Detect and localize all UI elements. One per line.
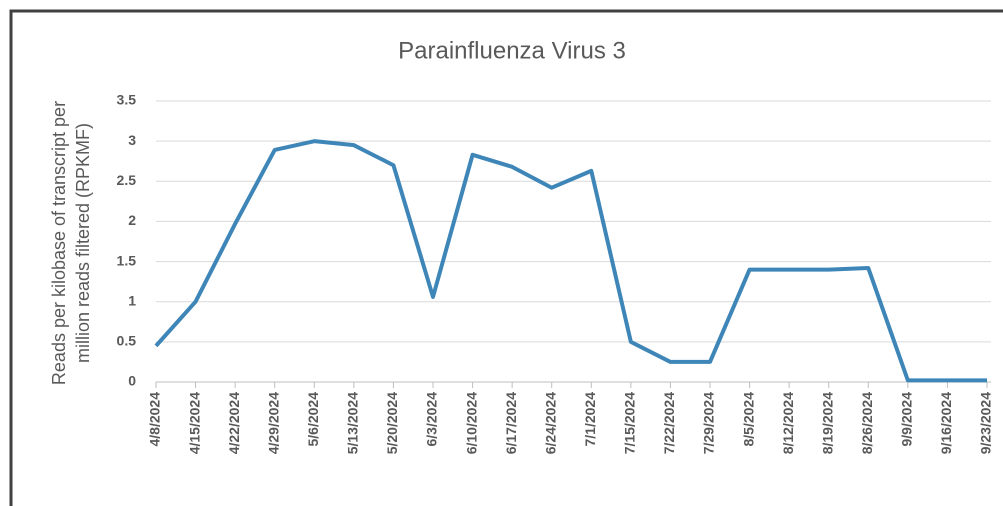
y-tick-label: 2.5 bbox=[117, 172, 137, 188]
line-series bbox=[154, 139, 987, 383]
x-tick-label: 5/6/2024 bbox=[305, 392, 321, 447]
x-tick-label: 6/10/2024 bbox=[463, 392, 479, 454]
y-tick-label: 0 bbox=[128, 373, 136, 389]
x-tick-label: 9/9/2024 bbox=[899, 392, 915, 447]
x-tick-label: 4/15/2024 bbox=[186, 392, 202, 454]
x-tick-label: 7/1/2024 bbox=[582, 392, 598, 447]
x-tick-label: 4/22/2024 bbox=[226, 392, 242, 454]
y-tick-label: 3.5 bbox=[117, 92, 137, 108]
y-axis-label: million reads filtered (RPKMF) bbox=[73, 123, 93, 363]
chart-title: Parainfluenza Virus 3 bbox=[398, 37, 626, 64]
y-tick-label: 2 bbox=[128, 212, 136, 228]
x-tick-label: 7/29/2024 bbox=[701, 392, 717, 454]
x-tick-label: 6/24/2024 bbox=[542, 392, 558, 454]
x-tick-label: 6/17/2024 bbox=[503, 392, 519, 454]
y-axis-label: Reads per kilobase of transcript per bbox=[49, 101, 69, 385]
x-tick-label: 4/29/2024 bbox=[265, 392, 281, 454]
chart-border bbox=[9, 9, 1003, 506]
x-tick-label: 8/5/2024 bbox=[740, 392, 756, 447]
x-tick-label: 7/15/2024 bbox=[622, 392, 638, 454]
y-tick-label: 1 bbox=[128, 292, 136, 308]
x-tick-label: 9/23/2024 bbox=[978, 392, 994, 454]
x-tick-label: 6/3/2024 bbox=[424, 392, 440, 447]
x-tick-label: 8/19/2024 bbox=[819, 392, 835, 454]
x-tick-label: 7/22/2024 bbox=[661, 392, 677, 454]
y-tick-label: 1.5 bbox=[117, 252, 137, 268]
x-tick-label: 8/12/2024 bbox=[780, 392, 796, 454]
x-tick-label: 8/26/2024 bbox=[859, 392, 875, 454]
x-tick-label: 5/20/2024 bbox=[384, 392, 400, 454]
y-tick-label: 0.5 bbox=[117, 333, 137, 349]
x-tick-label: 9/16/2024 bbox=[938, 392, 954, 454]
x-tick-label: 5/13/2024 bbox=[345, 392, 361, 454]
y-tick-label: 3 bbox=[128, 132, 136, 148]
x-tick-label: 4/8/2024 bbox=[147, 392, 163, 447]
